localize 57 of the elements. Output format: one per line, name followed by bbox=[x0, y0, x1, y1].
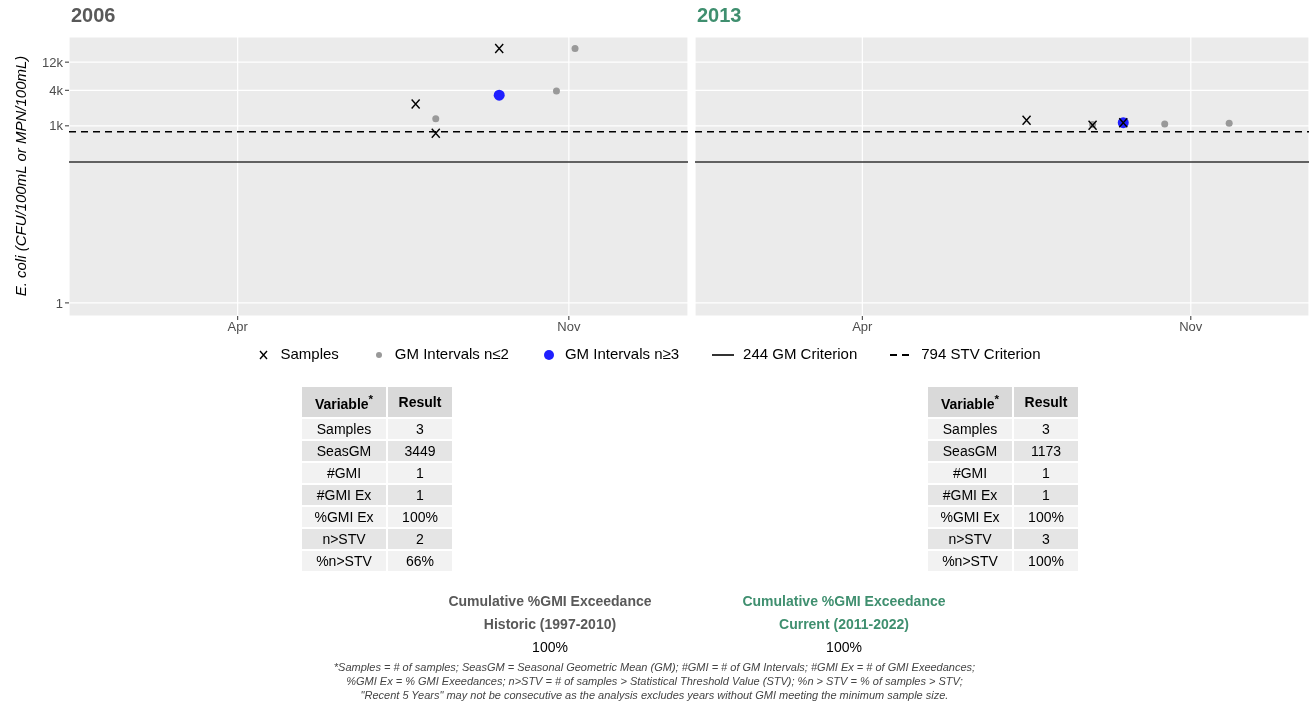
x-tick-label: Nov bbox=[1179, 319, 1203, 335]
y-tick-label: 1 bbox=[55, 295, 63, 311]
x-tick-label: Apr bbox=[852, 319, 874, 335]
y-tick-label: 12k bbox=[42, 54, 64, 70]
x-tick-label: Nov bbox=[557, 319, 581, 335]
text: Historic (1997-2010) bbox=[482, 615, 618, 634]
category-label: %n>STV bbox=[301, 550, 387, 572]
x-tick-label: Apr bbox=[227, 319, 249, 335]
category-label: Samples bbox=[301, 418, 387, 440]
text: %GMI Ex = % GMI Exeedances; n>STV = # of samples > Statistical Threshold Value (STV); %n > STV = % of samples > STV; bbox=[345, 674, 964, 688]
category-label: SeasGM bbox=[301, 440, 387, 462]
text: 3 bbox=[1042, 421, 1050, 437]
text: 100% bbox=[531, 638, 569, 657]
chart-title: 2006 bbox=[71, 4, 116, 27]
text: 3 bbox=[1042, 531, 1050, 547]
category-label: #GMI bbox=[301, 462, 387, 484]
text: 3449 bbox=[404, 443, 436, 459]
text: 1173 bbox=[1030, 443, 1062, 459]
legend-label: GM Intervals n≤2 bbox=[393, 345, 509, 362]
text: 2 bbox=[416, 531, 424, 547]
text: 100% bbox=[402, 509, 438, 525]
text: *Samples = # of samples; SeasGM = Seasonal Geometric Mean (GM); #GMI = # of GM Intervals; #GMI Ex = # of GMI Exeedances; bbox=[332, 660, 977, 674]
category-label: #GMI Ex bbox=[301, 484, 387, 506]
text: 1 bbox=[1042, 465, 1050, 481]
text: "Recent 5 Years" may not be consecutive as the analysis excludes years without GMI meeting the minimum sample size. bbox=[359, 688, 950, 702]
text: 1 bbox=[416, 465, 424, 481]
chart-title: 2013 bbox=[697, 4, 742, 27]
category-label: SeasGM bbox=[927, 440, 1013, 462]
text: Cumulative %GMI Exceedance bbox=[447, 592, 653, 611]
text: Variable$^{*}$ bbox=[927, 386, 1013, 418]
text: Cumulative %GMI Exceedance bbox=[741, 592, 947, 611]
category-label: %GMI Ex bbox=[927, 506, 1013, 528]
text: 3 bbox=[416, 421, 424, 437]
y-tick-label: 4k bbox=[49, 82, 64, 98]
legend-label: 244 GM Criterion bbox=[742, 345, 858, 362]
text: Result bbox=[1013, 386, 1079, 418]
text: 1 bbox=[1042, 487, 1050, 503]
legend-label: Samples bbox=[279, 345, 339, 362]
category-label: n>STV bbox=[301, 528, 387, 550]
text: 100% bbox=[1028, 553, 1064, 569]
category-label: %GMI Ex bbox=[301, 506, 387, 528]
legend-label: 794 STV Criterion bbox=[920, 345, 1041, 362]
text: 100% bbox=[825, 638, 863, 657]
category-label: #GMI bbox=[927, 462, 1013, 484]
category-label: Samples bbox=[927, 418, 1013, 440]
category-label: #GMI Ex bbox=[927, 484, 1013, 506]
text: 66% bbox=[405, 553, 435, 569]
text: Current (2011-2022) bbox=[778, 615, 910, 634]
category-label: %n>STV bbox=[927, 550, 1013, 572]
text: Variable$^{*}$ bbox=[301, 386, 387, 418]
legend-label: GM Intervals n≥3 bbox=[563, 345, 680, 362]
text: Result bbox=[387, 386, 453, 418]
text: 100% bbox=[1028, 509, 1064, 525]
y-tick-label: 1k bbox=[49, 118, 64, 134]
text: 1 bbox=[416, 487, 424, 503]
category-label: n>STV bbox=[927, 528, 1013, 550]
y-axis-title: E. coli (CFU/100mL or MPN/100mL) bbox=[11, 55, 29, 297]
